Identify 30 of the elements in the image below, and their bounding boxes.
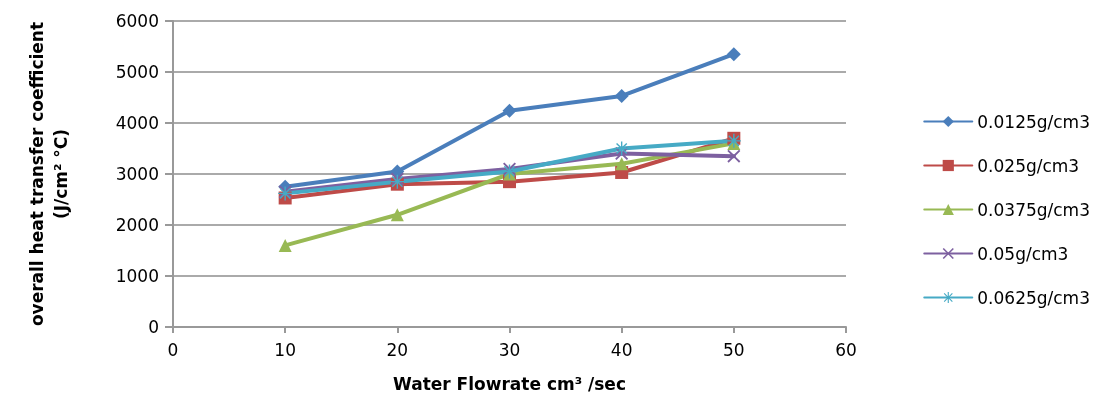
legend-label: 0.025g/cm3	[977, 155, 1080, 176]
y-tick-label: 1000	[115, 266, 159, 286]
y-axis-title: overall heat transfer coefficient (J/cm² °C)	[27, 21, 71, 327]
point	[615, 157, 629, 171]
x-tick-label: 0	[167, 339, 179, 360]
y-tick-label: 2000	[115, 215, 159, 235]
point	[278, 238, 292, 252]
y-tick-label: 0	[148, 317, 159, 337]
x-tick-label: 20	[386, 339, 409, 360]
x-tick-label: 60	[835, 339, 857, 360]
legend-label: 0.05g/cm3	[977, 243, 1069, 264]
x-tick-label: 40	[610, 339, 633, 360]
y-tick-label: 5000	[115, 62, 159, 82]
y-tick-label: 3000	[115, 164, 159, 184]
point	[727, 149, 741, 163]
x-tick-label: 50	[723, 339, 745, 360]
point	[726, 47, 741, 62]
y-tick-label: 6000	[115, 11, 159, 31]
x-tick-label: 30	[498, 339, 521, 360]
legend-label: 0.0375g/cm3	[977, 199, 1091, 220]
point	[614, 141, 629, 156]
point	[390, 164, 405, 179]
point	[614, 88, 629, 103]
legend-label: 0.0625g/cm3	[977, 287, 1091, 308]
x-axis-title: Water Flowrate cm³ /sec	[393, 373, 626, 394]
y-tick-label: 4000	[115, 113, 159, 133]
point	[390, 208, 404, 222]
legend-label: 0.0125g/cm3	[977, 111, 1091, 132]
point	[502, 103, 517, 118]
x-tick-label: 10	[274, 339, 296, 360]
